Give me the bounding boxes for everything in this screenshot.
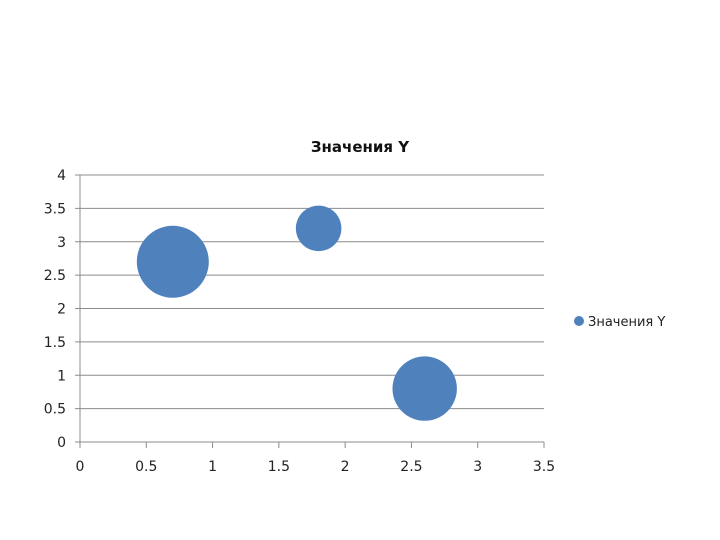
chart-title: Значения Y xyxy=(311,138,410,156)
x-tick-label: 2 xyxy=(341,459,350,475)
x-tick-label: 2.5 xyxy=(400,459,422,475)
y-tick-label: 1.5 xyxy=(44,335,66,351)
bubbles xyxy=(136,205,457,421)
y-tick-label: 2 xyxy=(57,302,66,318)
x-tick-label: 3.5 xyxy=(533,459,555,475)
bubble xyxy=(392,356,457,421)
y-tick-label: 3.5 xyxy=(44,201,66,217)
legend-marker xyxy=(574,316,584,326)
y-tick-label: 0.5 xyxy=(44,402,66,418)
x-tick-label: 1.5 xyxy=(268,459,290,475)
y-tick-label: 4 xyxy=(57,168,66,184)
y-tick-label: 1 xyxy=(57,368,66,384)
y-tick-label: 3 xyxy=(57,235,66,251)
x-tick-label: 0.5 xyxy=(135,459,157,475)
bubble xyxy=(136,225,209,298)
axes: 0 0.5 1 1.5 2 2.5 3 3.5 4 0 0.5 1 1.5 2 2.5 3 3.5 xyxy=(44,168,555,475)
y-tick-label: 2.5 xyxy=(44,268,66,284)
x-tick-label: 0 xyxy=(76,459,85,475)
legend: Значения Y xyxy=(574,315,665,330)
x-tick-label: 3 xyxy=(473,459,482,475)
legend-label: Значения Y xyxy=(588,315,665,330)
bubble xyxy=(295,205,342,252)
y-tick-label: 0 xyxy=(57,435,66,451)
x-tick-label: 1 xyxy=(208,459,217,475)
